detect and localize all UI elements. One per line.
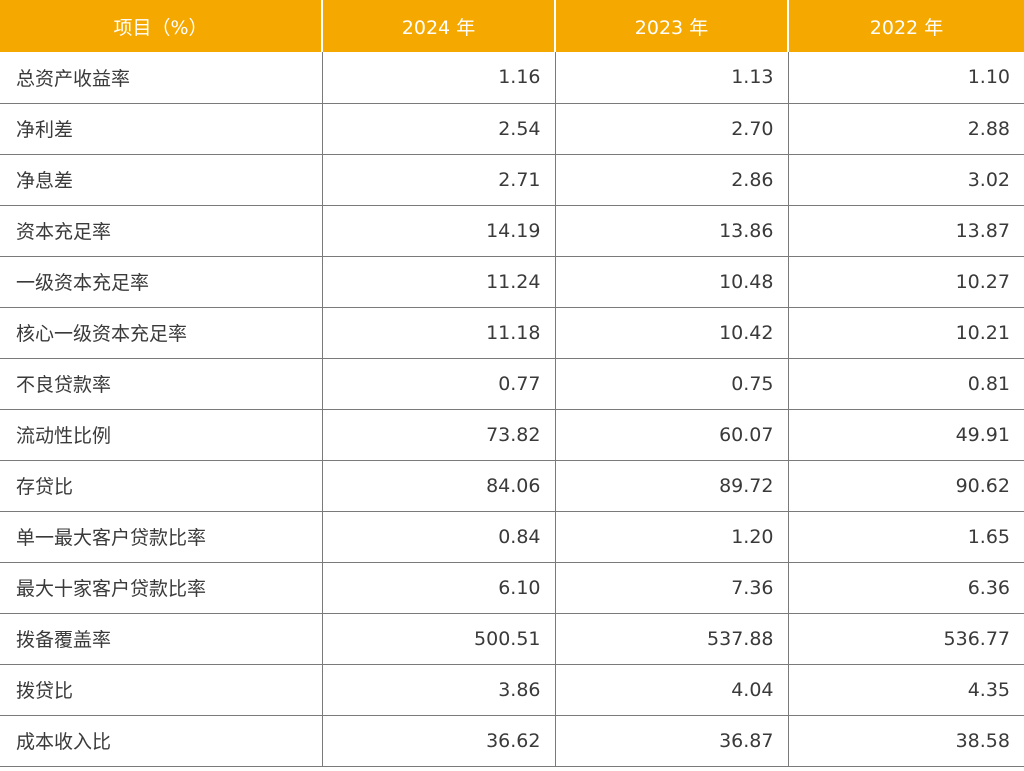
header-2022: 2022 年 <box>788 0 1024 52</box>
cell-2022: 3.02 <box>788 154 1024 206</box>
cell-2022: 13.87 <box>788 205 1024 257</box>
row-label: 最大十家客户贷款比率 <box>0 562 323 614</box>
cell-2024: 1.16 <box>322 52 556 104</box>
cell-2024: 11.24 <box>322 256 556 308</box>
table-row: 拨贷比 3.86 4.04 4.35 <box>0 664 1024 716</box>
cell-2023: 89.72 <box>555 460 789 512</box>
cell-2022: 2.88 <box>788 103 1024 155</box>
cell-2024: 73.82 <box>322 409 556 461</box>
table-row: 存贷比 84.06 89.72 90.62 <box>0 460 1024 512</box>
table-row: 拨备覆盖率 500.51 537.88 536.77 <box>0 613 1024 665</box>
row-label: 净利差 <box>0 103 323 155</box>
cell-2022: 90.62 <box>788 460 1024 512</box>
cell-2022: 6.36 <box>788 562 1024 614</box>
header-row: 项目（%） 2024 年 2023 年 2022 年 <box>0 0 1024 52</box>
cell-2023: 2.70 <box>555 103 789 155</box>
cell-2023: 10.42 <box>555 307 789 359</box>
table-header: 项目（%） 2024 年 2023 年 2022 年 <box>0 0 1024 52</box>
row-label: 拨贷比 <box>0 664 323 716</box>
cell-2024: 0.77 <box>322 358 556 410</box>
cell-2023: 10.48 <box>555 256 789 308</box>
table-body: 总资产收益率 1.16 1.13 1.10 净利差 2.54 2.70 2.88 净息差 2.71… <box>0 52 1024 767</box>
row-label: 拨备覆盖率 <box>0 613 323 665</box>
cell-2023: 4.04 <box>555 664 789 716</box>
cell-2022: 0.81 <box>788 358 1024 410</box>
cell-2024: 14.19 <box>322 205 556 257</box>
cell-2022: 10.27 <box>788 256 1024 308</box>
row-label: 不良贷款率 <box>0 358 323 410</box>
cell-2023: 537.88 <box>555 613 789 665</box>
row-label: 存贷比 <box>0 460 323 512</box>
header-2023: 2023 年 <box>555 0 789 52</box>
table-row: 成本收入比 36.62 36.87 38.58 <box>0 715 1024 767</box>
cell-2023: 7.36 <box>555 562 789 614</box>
cell-2023: 1.13 <box>555 52 789 104</box>
cell-2022: 38.58 <box>788 715 1024 767</box>
header-2024: 2024 年 <box>322 0 556 52</box>
cell-2023: 36.87 <box>555 715 789 767</box>
table-row: 流动性比例 73.82 60.07 49.91 <box>0 409 1024 461</box>
cell-2022: 49.91 <box>788 409 1024 461</box>
table-row: 不良贷款率 0.77 0.75 0.81 <box>0 358 1024 410</box>
cell-2024: 6.10 <box>322 562 556 614</box>
cell-2023: 13.86 <box>555 205 789 257</box>
cell-2024: 3.86 <box>322 664 556 716</box>
table-row: 资本充足率 14.19 13.86 13.87 <box>0 205 1024 257</box>
cell-2024: 500.51 <box>322 613 556 665</box>
header-item: 项目（%） <box>0 0 323 52</box>
cell-2024: 0.84 <box>322 511 556 563</box>
cell-2022: 1.10 <box>788 52 1024 104</box>
table-row: 一级资本充足率 11.24 10.48 10.27 <box>0 256 1024 308</box>
table-row: 净利差 2.54 2.70 2.88 <box>0 103 1024 155</box>
row-label: 净息差 <box>0 154 323 206</box>
cell-2024: 84.06 <box>322 460 556 512</box>
cell-2022: 536.77 <box>788 613 1024 665</box>
row-label: 成本收入比 <box>0 715 323 767</box>
row-label: 资本充足率 <box>0 205 323 257</box>
table-row: 核心一级资本充足率 11.18 10.42 10.21 <box>0 307 1024 359</box>
cell-2022: 1.65 <box>788 511 1024 563</box>
cell-2023: 0.75 <box>555 358 789 410</box>
cell-2022: 10.21 <box>788 307 1024 359</box>
cell-2024: 2.54 <box>322 103 556 155</box>
cell-2023: 60.07 <box>555 409 789 461</box>
row-label: 一级资本充足率 <box>0 256 323 308</box>
table-row: 总资产收益率 1.16 1.13 1.10 <box>0 52 1024 104</box>
row-label: 核心一级资本充足率 <box>0 307 323 359</box>
table-row: 净息差 2.71 2.86 3.02 <box>0 154 1024 206</box>
cell-2023: 1.20 <box>555 511 789 563</box>
table-row: 单一最大客户贷款比率 0.84 1.20 1.65 <box>0 511 1024 563</box>
cell-2023: 2.86 <box>555 154 789 206</box>
row-label: 总资产收益率 <box>0 52 323 104</box>
cell-2024: 11.18 <box>322 307 556 359</box>
table-row: 最大十家客户贷款比率 6.10 7.36 6.36 <box>0 562 1024 614</box>
cell-2022: 4.35 <box>788 664 1024 716</box>
cell-2024: 2.71 <box>322 154 556 206</box>
cell-2024: 36.62 <box>322 715 556 767</box>
row-label: 单一最大客户贷款比率 <box>0 511 323 563</box>
row-label: 流动性比例 <box>0 409 323 461</box>
